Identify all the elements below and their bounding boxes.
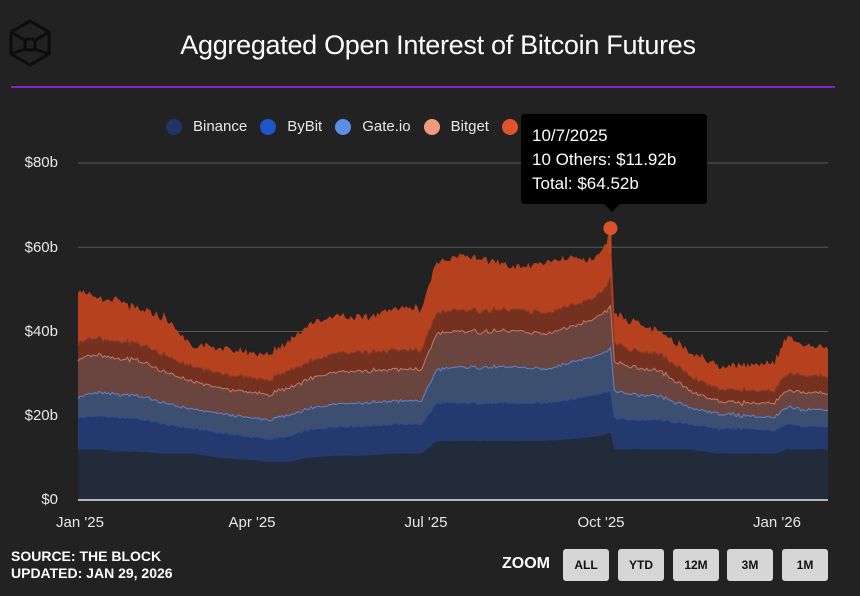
line-series-5 [77,277,829,394]
tooltip-arrow [604,204,620,212]
legend-dot-icon [423,118,440,135]
area-series-5 [78,277,828,406]
line-bitget [77,304,829,407]
x-tick-label: Oct '25 [577,514,625,531]
legend-dot-icon [260,118,277,135]
zoom-1m-button[interactable]: 1M [782,549,828,581]
legend-dot-icon [335,118,352,135]
zoom-label: ZOOM [502,555,550,572]
y-tick-label: $60b [24,239,58,256]
legend-item-bybit[interactable]: ByBit [260,118,322,135]
source-info: SOURCE: THE BLOCK UPDATED: JAN 29, 2026 [11,548,173,582]
y-tick-label: $40b [24,323,58,340]
y-tick-label: $20b [24,407,58,424]
line-bybit [77,389,829,440]
area-bybit [78,390,828,463]
series-lines [77,277,829,440]
legend-dot-icon [166,118,182,135]
source-text: SOURCE: THE BLOCK [11,548,162,564]
x-tick-label: Apr '25 [228,514,276,531]
tooltip-others: 10 Others: $11.92b [532,150,677,169]
tooltip-date: 10/7/2025 [532,126,608,145]
legend-label: ByBit [287,118,323,135]
hover-marker-dot [603,221,618,236]
legend-label: Bitget [450,118,489,135]
zoom-all-button[interactable]: ALL [563,549,609,581]
legend-label: Binance [193,118,248,135]
cube-logo-icon [9,19,51,67]
legend-dot-icon [501,118,518,135]
x-tick-label: Jan '25 [56,514,104,531]
legend-item-binance[interactable]: Binance [166,118,247,135]
x-tick-label: Jan '26 [753,514,801,531]
area-series [78,229,828,500]
title-divider [11,86,835,88]
area-bitget [78,305,828,421]
legend-item-bitget[interactable]: Bitget [423,118,489,135]
updated-text: UPDATED: JAN 29, 2026 [11,565,173,581]
chart-title: Aggregated Open Interest of Bitcoin Futu… [180,30,696,60]
zoom-3m-button[interactable]: 3M [727,549,773,581]
tooltip-total: Total: $64.52b [532,174,639,193]
zoom-ytd-button[interactable]: YTD [618,549,664,581]
tooltip: 10/7/2025 10 Others: $11.92b Total: $64.… [521,114,707,204]
legend-item-gateio[interactable]: Gate.io [335,118,411,135]
area-gate-io [78,347,828,440]
legend-label: Gate.io [362,118,411,135]
legend-item-5[interactable] [501,118,529,135]
zoom-12m-button[interactable]: 12M [673,549,719,581]
y-tick-label: $0 [41,491,58,508]
area-binance [78,432,828,500]
y-tick-label: $80b [24,154,58,171]
legend: Binance ByBit Gate.io Bitget [166,118,542,135]
line-gate-io [77,346,829,422]
x-tick-label: Jul '25 [404,514,448,531]
